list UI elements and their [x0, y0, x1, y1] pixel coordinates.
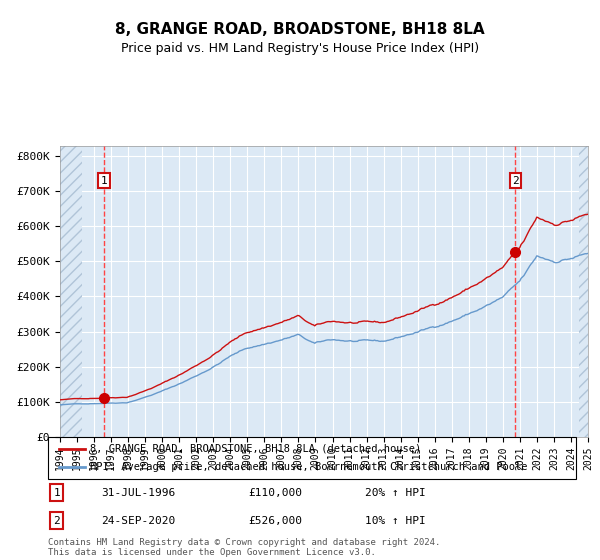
- Bar: [580, 146, 588, 437]
- Text: 1: 1: [53, 488, 60, 498]
- Text: 2: 2: [512, 175, 518, 185]
- Text: 1: 1: [101, 175, 107, 185]
- Text: 20% ↑ HPI: 20% ↑ HPI: [365, 488, 425, 498]
- Text: £526,000: £526,000: [248, 516, 302, 526]
- Text: Price paid vs. HM Land Registry's House Price Index (HPI): Price paid vs. HM Land Registry's House …: [121, 42, 479, 55]
- Text: 31-JUL-1996: 31-JUL-1996: [101, 488, 175, 498]
- Text: 8, GRANGE ROAD, BROADSTONE, BH18 8LA (detached house): 8, GRANGE ROAD, BROADSTONE, BH18 8LA (de…: [90, 444, 421, 454]
- Text: 8, GRANGE ROAD, BROADSTONE, BH18 8LA: 8, GRANGE ROAD, BROADSTONE, BH18 8LA: [115, 22, 485, 38]
- Text: HPI: Average price, detached house, Bournemouth Christchurch and Poole: HPI: Average price, detached house, Bour…: [90, 462, 528, 472]
- Bar: [60, 146, 82, 437]
- Text: 2: 2: [53, 516, 60, 526]
- Text: 10% ↑ HPI: 10% ↑ HPI: [365, 516, 425, 526]
- Text: £110,000: £110,000: [248, 488, 302, 498]
- Text: 24-SEP-2020: 24-SEP-2020: [101, 516, 175, 526]
- Text: Contains HM Land Registry data © Crown copyright and database right 2024.
This d: Contains HM Land Registry data © Crown c…: [48, 538, 440, 557]
